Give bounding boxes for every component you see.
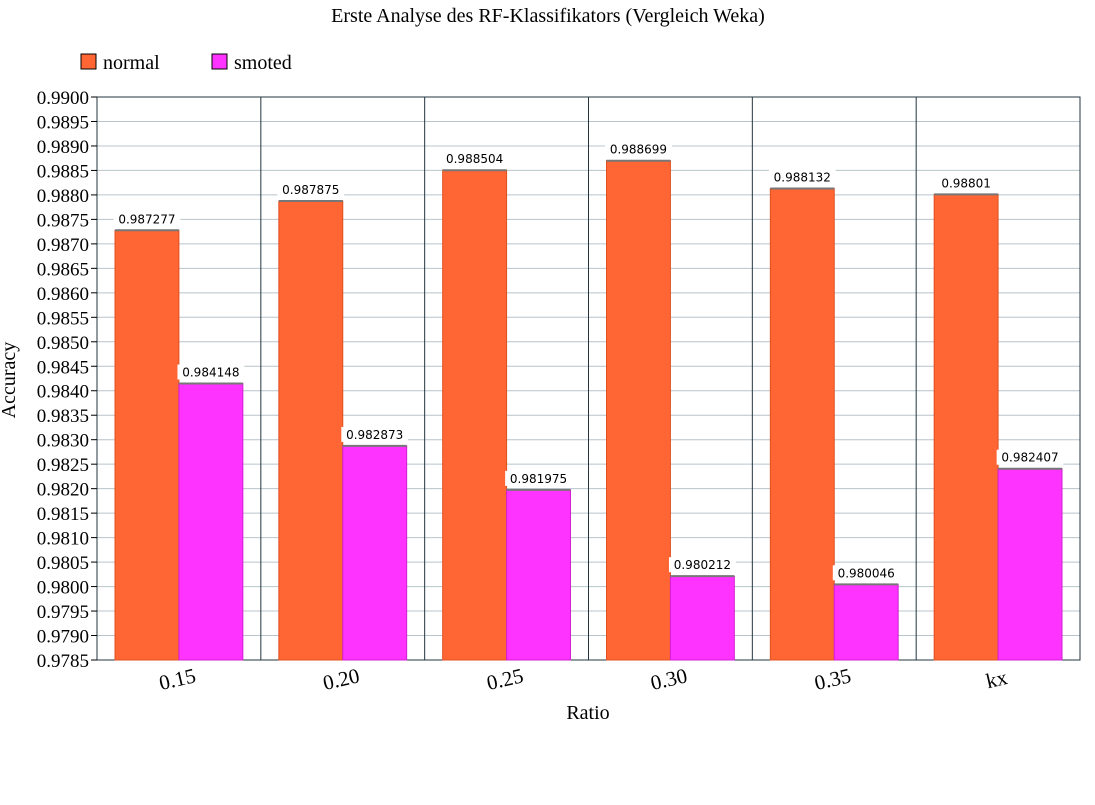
value-label: 0.980046 — [838, 566, 895, 580]
value-label: 0.988699 — [610, 143, 667, 157]
value-label-bg — [768, 169, 836, 185]
x-axis: 0.15 0.20 0.25 0.30 0.35 kx — [157, 663, 1010, 695]
x-axis-label: Ratio — [566, 702, 609, 724]
value-label: 0.987875 — [282, 183, 339, 197]
value-label-bg — [177, 364, 245, 380]
value-label: 0.981975 — [510, 472, 567, 486]
bar-smoted — [178, 382, 244, 661]
y-tick-label: 0.9830 — [37, 431, 89, 452]
y-tick-label: 0.9835 — [37, 406, 89, 427]
value-label-bg — [113, 211, 181, 227]
y-tick-label: 0.9795 — [37, 602, 89, 623]
grid — [96, 96, 1081, 661]
x-tick-label: 0.20 — [321, 663, 362, 695]
y-tick-label: 0.9845 — [37, 357, 89, 378]
y-tick-label: 0.9790 — [37, 627, 89, 648]
bar-normal — [442, 169, 508, 661]
bar-normal — [114, 229, 180, 661]
value-label: 0.984148 — [182, 365, 239, 379]
y-axis-label: Accuracy — [0, 342, 20, 419]
y-tick-label: 0.9800 — [37, 578, 89, 599]
y-tick-label: 0.9850 — [37, 333, 89, 354]
value-label: 0.988504 — [446, 152, 503, 166]
legend: normal smoted — [80, 52, 292, 74]
y-tick-label: 0.9810 — [37, 529, 89, 550]
legend-label-smoted: smoted — [234, 52, 292, 74]
y-tick-label: 0.9870 — [37, 235, 89, 256]
y-tick-label: 0.9820 — [37, 480, 89, 501]
value-label-bg — [441, 151, 509, 167]
y-tick-label: 0.9895 — [37, 112, 89, 133]
legend-swatch-smoted — [211, 53, 228, 70]
value-label-bg — [936, 175, 996, 191]
value-label-bg — [605, 141, 672, 157]
y-tick-label: 0.9900 — [37, 88, 89, 109]
y-axis: 0.9785 0.9790 0.9795 0.9800 0.9805 0.9810 0.98… — [37, 88, 97, 672]
value-label: 0.98801 — [941, 176, 991, 190]
value-label-bg — [341, 426, 409, 442]
bar-smoted — [506, 489, 572, 661]
bar-normal — [769, 187, 835, 661]
y-tick-label: 0.9785 — [37, 651, 89, 672]
x-tick-label: kx — [984, 665, 1010, 693]
value-label: 0.980212 — [674, 558, 731, 572]
bar-smoted — [997, 468, 1063, 661]
x-tick-label: 0.35 — [812, 663, 853, 695]
legend-label-normal: normal — [103, 52, 160, 74]
value-label: 0.982873 — [346, 428, 403, 442]
value-label-bg — [668, 557, 736, 573]
value-label: 0.982407 — [1001, 451, 1058, 465]
value-labels: 0.987277 0.984148 0.987875 0.982873 0.988504… — [113, 141, 1064, 581]
plot-border — [96, 96, 1081, 661]
y-tick-label: 0.9815 — [37, 504, 89, 525]
bar-smoted — [833, 583, 899, 661]
bar-normal — [606, 160, 671, 661]
y-tick-label: 0.9805 — [37, 553, 89, 574]
bar-smoted — [342, 445, 408, 661]
x-tick-label: 0.25 — [484, 663, 525, 695]
bar-smoted — [669, 575, 735, 661]
y-tick-label: 0.9860 — [37, 284, 89, 305]
y-tick-label: 0.9890 — [37, 137, 89, 158]
x-tick-label: 0.30 — [648, 663, 689, 695]
y-tick-label: 0.9875 — [37, 210, 89, 231]
y-tick-label: 0.9885 — [37, 161, 89, 182]
bar-normal — [933, 193, 999, 661]
value-label-bg — [505, 470, 572, 486]
y-tick-label: 0.9855 — [37, 308, 89, 329]
value-label: 0.988132 — [774, 170, 831, 184]
y-tick-label: 0.9825 — [37, 455, 89, 476]
value-label: 0.987277 — [118, 212, 175, 226]
legend-swatch-normal — [80, 53, 97, 70]
y-tick-label: 0.9865 — [37, 259, 89, 280]
chart-title: Erste Analyse des RF-Klassifikators (Ver… — [331, 5, 765, 27]
y-tick-label: 0.9880 — [37, 186, 89, 207]
bars — [114, 159, 1063, 661]
bar-normal — [278, 200, 344, 661]
value-label-bg — [832, 565, 900, 581]
value-label-bg — [277, 182, 345, 198]
value-label-bg — [996, 449, 1064, 465]
y-tick-label: 0.9840 — [37, 382, 89, 403]
x-tick-label: 0.15 — [157, 663, 198, 695]
